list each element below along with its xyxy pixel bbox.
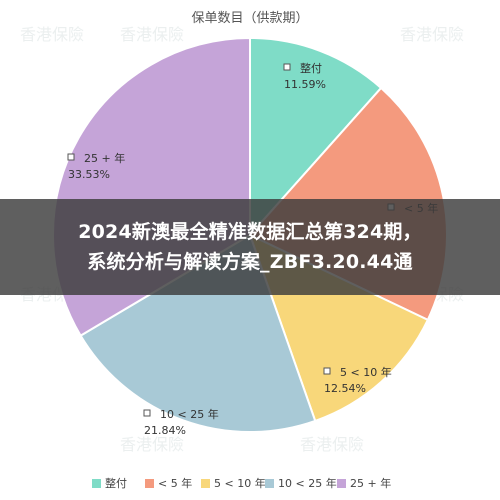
watermark-text: 香港保險	[400, 25, 464, 44]
pie-slice	[249, 36, 383, 238]
overlay-line-1: 2024新澳最全精准数据汇总第324期，	[78, 221, 422, 243]
slice-label-value: 21.84%	[144, 424, 186, 437]
legend: 整付 < 5 年 5 < 10 年 10 < 25 年 25 + 年	[92, 476, 391, 490]
slice-label-category: 整付	[300, 61, 322, 75]
legend-swatch	[337, 479, 346, 488]
slice-label-value: 12.54%	[324, 382, 366, 395]
legend-label: 25 + 年	[350, 476, 391, 490]
slice-label-category: 25 + 年	[84, 151, 125, 165]
legend-swatch	[265, 479, 274, 488]
slice-label-marker	[323, 367, 331, 375]
legend-label: 10 < 25 年	[278, 476, 337, 490]
chart-title: 保单数目（供款期）	[191, 11, 308, 26]
watermark-text: 香港保險	[120, 435, 184, 454]
legend-swatch	[92, 479, 101, 488]
legend-label: 5 < 10 年	[214, 476, 266, 490]
slice-label-value: 11.59%	[284, 78, 326, 91]
slice-label-category: 5 < 10 年	[340, 365, 392, 379]
watermark-text: 香港保險	[20, 25, 84, 44]
legend-swatch	[145, 479, 154, 488]
slice-label-marker	[143, 409, 151, 417]
watermark-text: 香港保險	[300, 435, 364, 454]
legend-label: 整付	[105, 476, 127, 490]
slice-label-marker	[283, 63, 291, 71]
slice-label-value: 33.53%	[68, 168, 110, 181]
watermark-text: 香港保險	[120, 25, 184, 44]
overlay-banner: 2024新澳最全精准数据汇总第324期， 系统分析与解读方案_ZBF3.20.4…	[0, 199, 500, 295]
legend-swatch	[201, 479, 210, 488]
slice-label-marker	[67, 153, 75, 161]
legend-label: < 5 年	[158, 476, 192, 490]
overlay-line-2: 系统分析与解读方案_ZBF3.20.44通	[87, 251, 413, 273]
slice-label-category: 10 < 25 年	[160, 407, 219, 421]
